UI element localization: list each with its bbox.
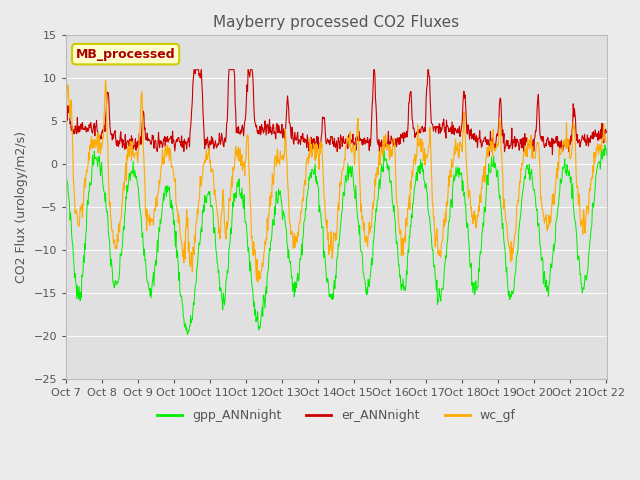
gpp_ANNnight: [381, 156, 389, 161]
wc_gf: [381, 132, 389, 137]
wc_gf: [163, 151, 171, 157]
wc_gf: [62, 113, 70, 119]
wc_gf: [102, 78, 109, 84]
er_ANNnight: [603, 130, 611, 135]
gpp_ANNnight: [601, 142, 609, 148]
Line: er_ANNnight: er_ANNnight: [66, 70, 607, 156]
gpp_ANNnight: [163, 193, 170, 199]
wc_gf: [603, 140, 611, 145]
er_ANNnight: [163, 139, 170, 144]
Y-axis label: CO2 Flux (urology/m2/s): CO2 Flux (urology/m2/s): [15, 131, 28, 283]
er_ANNnight: [381, 144, 389, 150]
wc_gf: [585, 192, 593, 198]
gpp_ANNnight: [576, 272, 584, 277]
er_ANNnight: [577, 140, 584, 146]
gpp_ANNnight: [603, 152, 611, 158]
Title: Mayberry processed CO2 Fluxes: Mayberry processed CO2 Fluxes: [213, 15, 460, 30]
er_ANNnight: [190, 67, 198, 72]
gpp_ANNnight: [184, 332, 191, 337]
er_ANNnight: [486, 153, 493, 159]
er_ANNnight: [88, 129, 96, 135]
Line: wc_gf: wc_gf: [66, 81, 607, 282]
Legend: gpp_ANNnight, er_ANNnight, wc_gf: gpp_ANNnight, er_ANNnight, wc_gf: [152, 404, 521, 427]
Line: gpp_ANNnight: gpp_ANNnight: [66, 145, 607, 335]
er_ANNnight: [585, 135, 593, 141]
gpp_ANNnight: [88, 165, 96, 170]
er_ANNnight: [62, 113, 70, 119]
wc_gf: [255, 279, 262, 285]
gpp_ANNnight: [584, 256, 592, 262]
wc_gf: [577, 223, 584, 229]
gpp_ANNnight: [62, 162, 70, 168]
wc_gf: [287, 228, 295, 234]
gpp_ANNnight: [287, 265, 295, 271]
wc_gf: [88, 145, 96, 151]
er_ANNnight: [287, 133, 295, 139]
Text: MB_processed: MB_processed: [76, 48, 175, 60]
